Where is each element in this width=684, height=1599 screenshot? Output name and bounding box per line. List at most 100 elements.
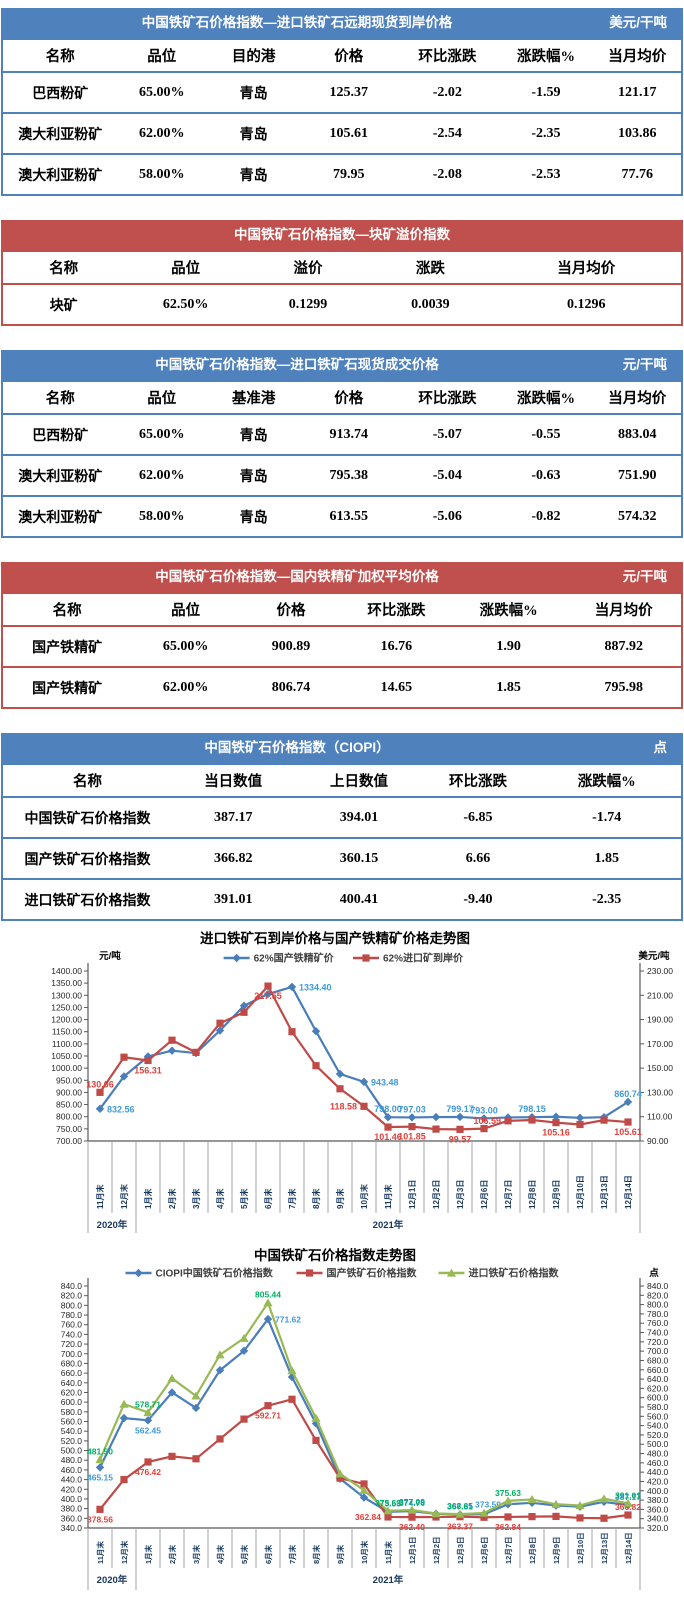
column-header: 当月均价 xyxy=(491,251,682,285)
diamond-marker xyxy=(95,1463,105,1472)
square-marker xyxy=(552,1118,560,1127)
square-marker xyxy=(120,1476,128,1484)
table-row: 块矿 62.50% 0.1299 0.0039 0.1296 xyxy=(2,284,682,326)
triangle-marker xyxy=(623,1498,633,1507)
cell: 103.86 xyxy=(593,113,682,155)
left-tick-label: 840.0 xyxy=(61,1281,83,1291)
left-tick-label: 480.0 xyxy=(61,1455,83,1465)
column-header: 品位 xyxy=(124,251,247,285)
left-tick-label: 500.0 xyxy=(61,1446,83,1456)
left-tick-label: 580.0 xyxy=(61,1407,83,1417)
table-title: 中国铁矿石价格指数—国内铁精矿加权平均价格 xyxy=(155,569,439,584)
table-title: 中国铁矿石价格指数—进口铁矿石远期现货到岸价格 xyxy=(141,15,453,30)
right-tick-label: 340.0 xyxy=(647,1514,669,1524)
data-table: 名称 品位 价格 环比涨跌 涨跌幅% 当月均价 国产铁精矿 65.00% 900.89 16.76… xyxy=(1,592,683,709)
square-marker xyxy=(360,1102,368,1110)
cell: -2.54 xyxy=(396,113,499,155)
category-label: 5月末 xyxy=(239,1189,249,1209)
year-label: 2021年 xyxy=(373,1219,404,1231)
square-marker xyxy=(240,1415,248,1423)
data-label: 832.56 xyxy=(107,1104,135,1114)
column-header: 环比涨跌 xyxy=(423,764,533,798)
table-title-bar: 中国铁矿石价格指数—国内铁精矿加权平均价格 元/干吨 xyxy=(1,562,683,592)
category-label: 12月3日 xyxy=(456,1180,465,1209)
cell: 62.00% xyxy=(131,667,240,709)
triangle-marker xyxy=(215,1350,225,1359)
data-label: 805.44 xyxy=(255,1290,281,1300)
category-label: 12月10日 xyxy=(576,1532,585,1564)
square-marker xyxy=(216,1019,224,1027)
table-title: 中国铁矿石价格指数—进口铁矿石现货成交价格 xyxy=(155,357,439,372)
square-marker xyxy=(624,1118,632,1126)
column-header: 价格 xyxy=(301,381,397,415)
square-marker xyxy=(192,1455,200,1463)
left-tick-label: 720.0 xyxy=(61,1339,83,1349)
category-label: 10月末 xyxy=(359,1540,369,1564)
column-header: 名称 xyxy=(2,251,125,285)
diamond-marker xyxy=(215,1366,225,1375)
category-label: 12月1日 xyxy=(408,1536,417,1564)
diamond-marker xyxy=(134,1268,143,1278)
right-tick-label: 520.0 xyxy=(647,1430,669,1440)
category-label: 3月末 xyxy=(191,1189,201,1209)
data-label: 465.15 xyxy=(87,1472,113,1482)
table-row: 澳大利亚粉矿 62.00% 青岛 795.38 -5.04 -0.63 751.90 xyxy=(2,455,682,497)
diamond-marker xyxy=(119,1072,129,1081)
left-tick-label: 400.0 xyxy=(61,1494,83,1504)
column-header: 环比涨跌 xyxy=(396,39,499,73)
cell: -6.85 xyxy=(423,797,533,839)
table-header-row: 名称 品位 目的港 价格 环比涨跌 涨跌幅% 当月均价 xyxy=(2,39,682,73)
left-tick-label: 520.0 xyxy=(61,1436,83,1446)
right-tick-label: 170.00 xyxy=(647,1039,673,1049)
cell: 青岛 xyxy=(205,113,302,155)
left-tick-label: 1200.00 xyxy=(51,1015,82,1025)
table-unit: 元/干吨 xyxy=(622,569,667,584)
data-table: 名称 品位 目的港 价格 环比涨跌 涨跌幅% 当月均价 巴西粉矿 65.00% 青岛 125.37-… xyxy=(1,38,683,196)
category-label: 1月末 xyxy=(143,1544,153,1564)
category-label: 8月末 xyxy=(311,1189,321,1209)
table-row: 国产铁精矿 65.00% 900.89 16.76 1.90 887.92 xyxy=(2,626,682,668)
data-label: 1334.40 xyxy=(299,982,332,992)
left-tick-label: 950.00 xyxy=(56,1075,82,1085)
square-marker xyxy=(288,1028,296,1036)
left-tick-label: 900.00 xyxy=(56,1087,82,1097)
data-label: 156.31 xyxy=(134,1065,162,1075)
right-tick-label: 640.0 xyxy=(647,1374,669,1384)
cell: 613.55 xyxy=(301,496,397,538)
data-label: 368.65 xyxy=(447,1501,473,1511)
table-row: 进口铁矿石价格指数 391.01 400.41 -9.40 -2.35 xyxy=(2,879,682,921)
cell: 913.74 xyxy=(301,414,397,456)
cell: -0.63 xyxy=(498,455,594,497)
table-title-bar: 中国铁矿石价格指数—块矿溢价指数 xyxy=(1,220,683,250)
column-header: 名称 xyxy=(2,764,172,798)
category-label: 6月末 xyxy=(263,1189,273,1209)
right-tick-label: 780.0 xyxy=(647,1309,669,1319)
square-marker xyxy=(216,1435,224,1443)
right-tick-label: 360.0 xyxy=(647,1504,669,1514)
square-marker xyxy=(576,1514,584,1522)
cell: -2.02 xyxy=(396,72,499,114)
diamond-marker xyxy=(623,1097,633,1107)
category-label: 2月末 xyxy=(167,1189,177,1209)
triangle-marker xyxy=(143,1408,153,1417)
right-tick-label: 840.0 xyxy=(647,1281,669,1291)
data-label: 130.06 xyxy=(86,1079,114,1089)
diamond-marker xyxy=(191,1403,201,1413)
chart-import-vs-domestic-trend: 进口铁矿石到岸价格与国产铁精矿价格走势图 元/吨 美元/吨 62%国产铁精矿价 62%进… xyxy=(0,927,684,1238)
diamond-marker xyxy=(407,1113,417,1122)
left-tick-label: 600.0 xyxy=(61,1397,83,1407)
column-header: 名称 xyxy=(2,39,118,73)
right-tick-label: 90.00 xyxy=(647,1136,669,1146)
column-header: 名称 xyxy=(2,593,132,627)
left-tick-label: 800.00 xyxy=(56,1112,82,1122)
right-tick-label: 230.00 xyxy=(647,966,673,976)
category-label: 12月7日 xyxy=(504,1180,513,1209)
cell: 14.65 xyxy=(341,667,451,709)
right-tick-label: 540.0 xyxy=(647,1421,669,1431)
data-label: 217.55 xyxy=(254,991,282,1001)
triangle-marker xyxy=(287,1366,297,1375)
category-label: 12月8日 xyxy=(528,1536,537,1564)
category-label: 12月2日 xyxy=(432,1180,441,1209)
